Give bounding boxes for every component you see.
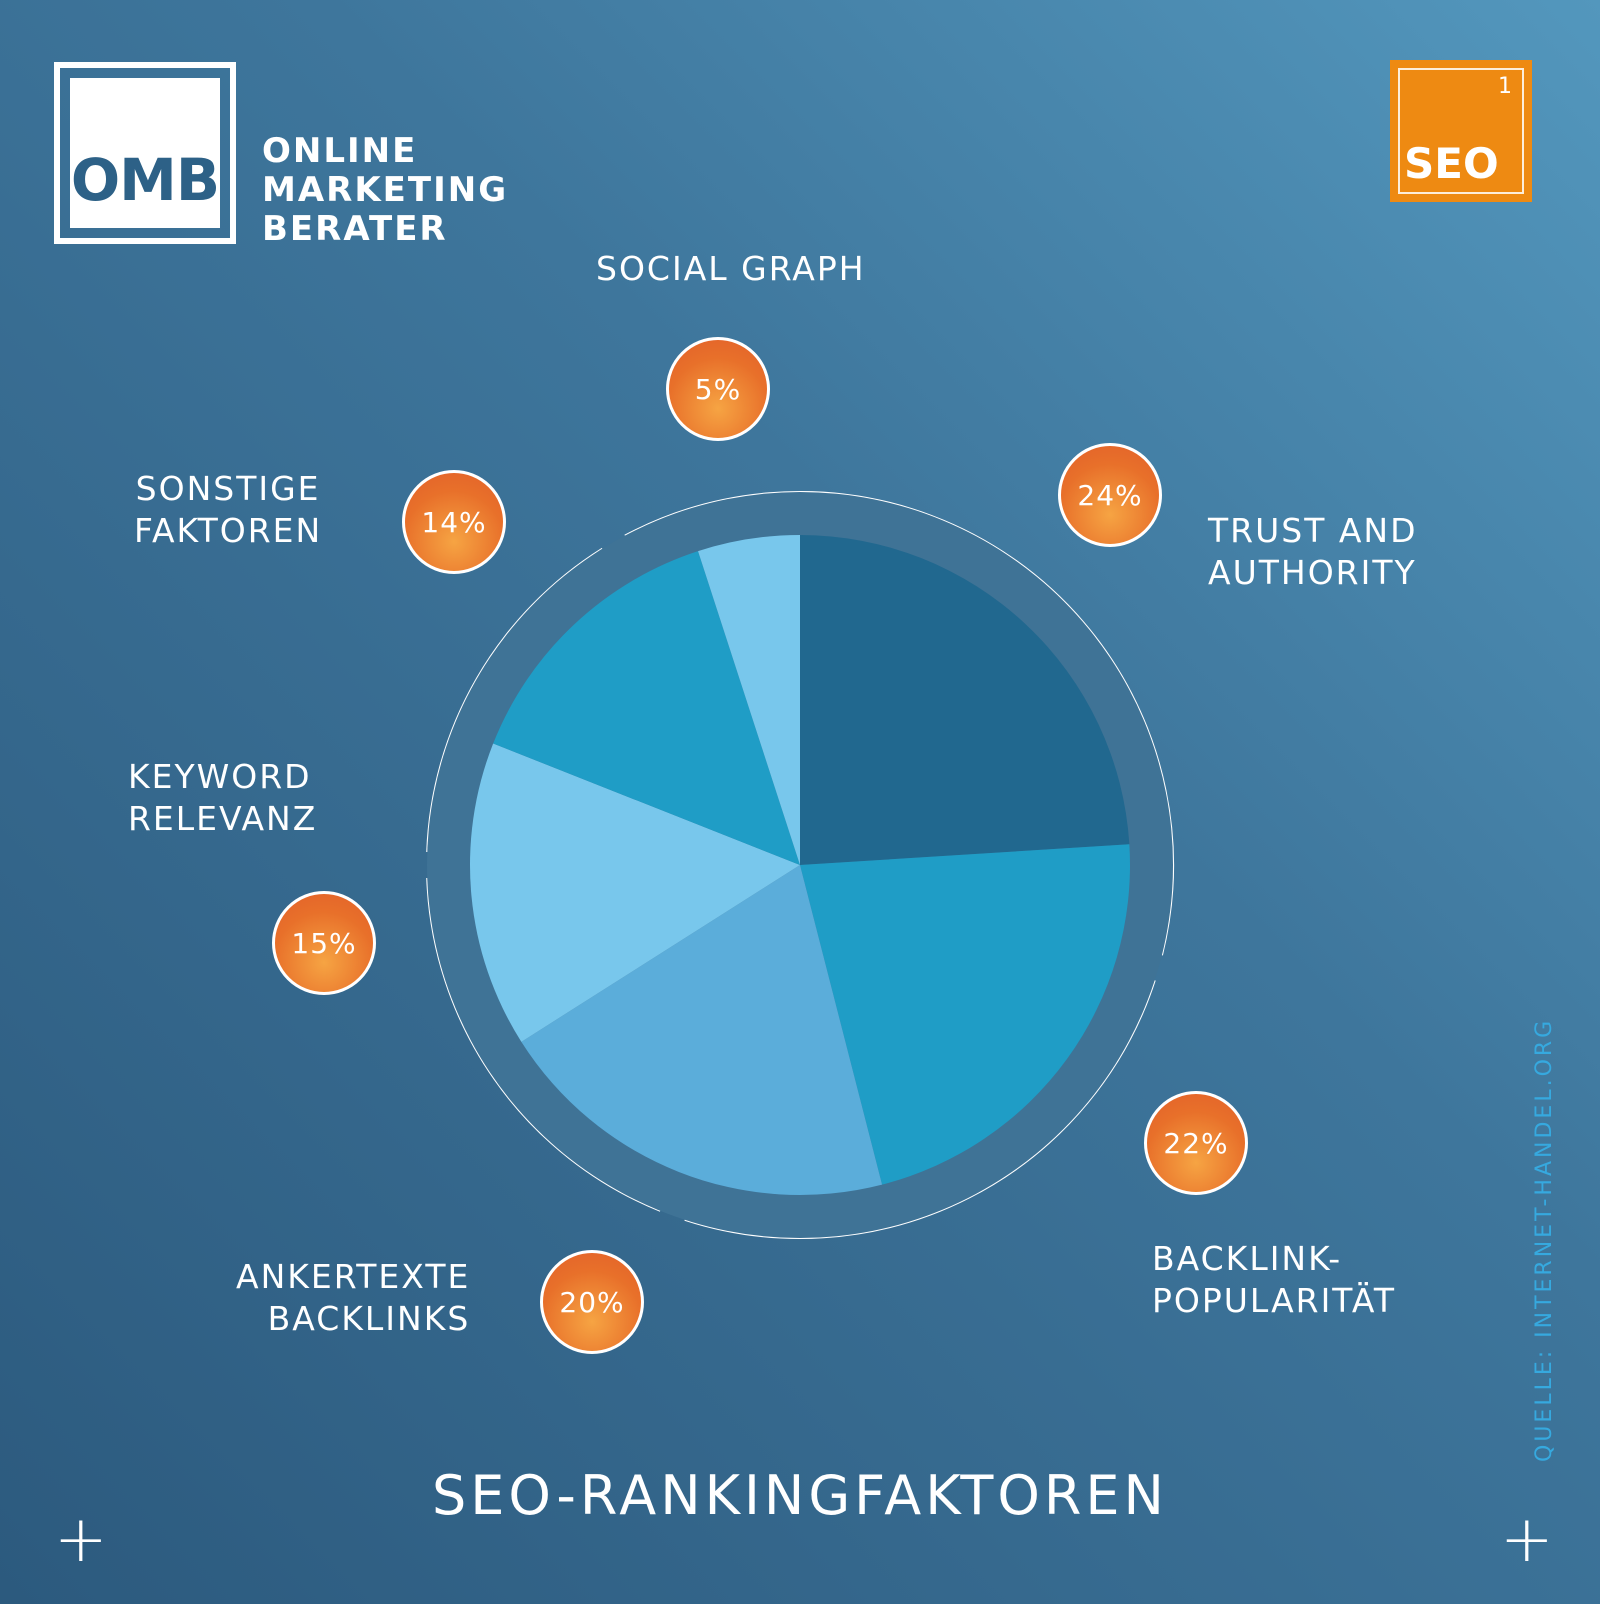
corner-plus-left: + — [54, 1503, 108, 1577]
pie-slice-trust — [800, 535, 1130, 865]
label-backlink-line-2: POPULARITÄT — [1152, 1281, 1397, 1320]
pie-slice-sonstige — [493, 551, 800, 865]
pie-slice-anker — [521, 865, 883, 1195]
label-sonstige-line-2: FAKTOREN — [134, 511, 323, 550]
label-backlink-popularitaet: BACKLINK- POPULARITÄT — [1152, 1238, 1396, 1322]
label-keyword-relevanz: KEYWORD RELEVANZ — [128, 756, 317, 840]
value-badge-backlink: 22% — [1144, 1091, 1248, 1195]
pie-slice-social — [698, 535, 800, 865]
company-name-line-3: BERATER — [262, 209, 448, 249]
omb-logo-mark: OMB — [70, 78, 220, 228]
label-sonstige-faktoren: SONSTIGE FAKTOREN — [134, 468, 322, 552]
pie-slices — [427, 492, 1173, 1238]
seo-badge-text: SEO — [1404, 139, 1499, 188]
value-badge-anker: 20% — [540, 1250, 644, 1354]
chart-title: SEO-RANKINGFAKTOREN — [432, 1464, 1168, 1527]
pie-slice-backlink — [800, 844, 1131, 1185]
value-badge-sonstige: 14% — [402, 470, 506, 574]
label-trust-line-1: TRUST AND — [1208, 511, 1418, 550]
label-keyword-line-1: KEYWORD — [128, 757, 312, 796]
source-credit: QUELLE: INTERNET-HANDEL.ORG — [1532, 1017, 1557, 1462]
value-badge-keyword: 15% — [272, 891, 376, 995]
label-sonstige-line-1: SONSTIGE — [135, 469, 321, 508]
label-backlink-line-1: BACKLINK- — [1152, 1239, 1343, 1278]
value-badge-social-graph: 5% — [666, 337, 770, 441]
corner-plus-right: + — [1500, 1503, 1554, 1577]
label-keyword-line-2: RELEVANZ — [128, 799, 318, 838]
label-trust-authority: TRUST AND AUTHORITY — [1208, 510, 1418, 594]
label-ankertexte-backlinks: ANKERTEXTE BACKLINKS — [236, 1256, 470, 1340]
seo-badge: 1 SEO — [1390, 60, 1532, 202]
seo-badge-frame — [1398, 68, 1524, 194]
company-name-line-2: MARKETING — [262, 170, 509, 210]
omb-logo-text: OMB — [70, 146, 220, 214]
value-badge-trust: 24% — [1058, 443, 1162, 547]
label-trust-line-2: AUTHORITY — [1208, 553, 1417, 592]
seo-badge-number: 1 — [1498, 74, 1512, 99]
pie-slice-keyword — [469, 743, 800, 1042]
label-anker-line-1: ANKERTEXTE — [236, 1257, 471, 1296]
label-social-graph-line-1: SOCIAL GRAPH — [596, 249, 866, 288]
label-social-graph: SOCIAL GRAPH — [596, 248, 866, 290]
company-name-line-1: ONLINE — [262, 131, 418, 171]
label-anker-line-2: BACKLINKS — [267, 1299, 471, 1338]
omb-logo: OMB — [54, 62, 236, 244]
company-name: ONLINE MARKETING BERATER — [262, 132, 508, 249]
